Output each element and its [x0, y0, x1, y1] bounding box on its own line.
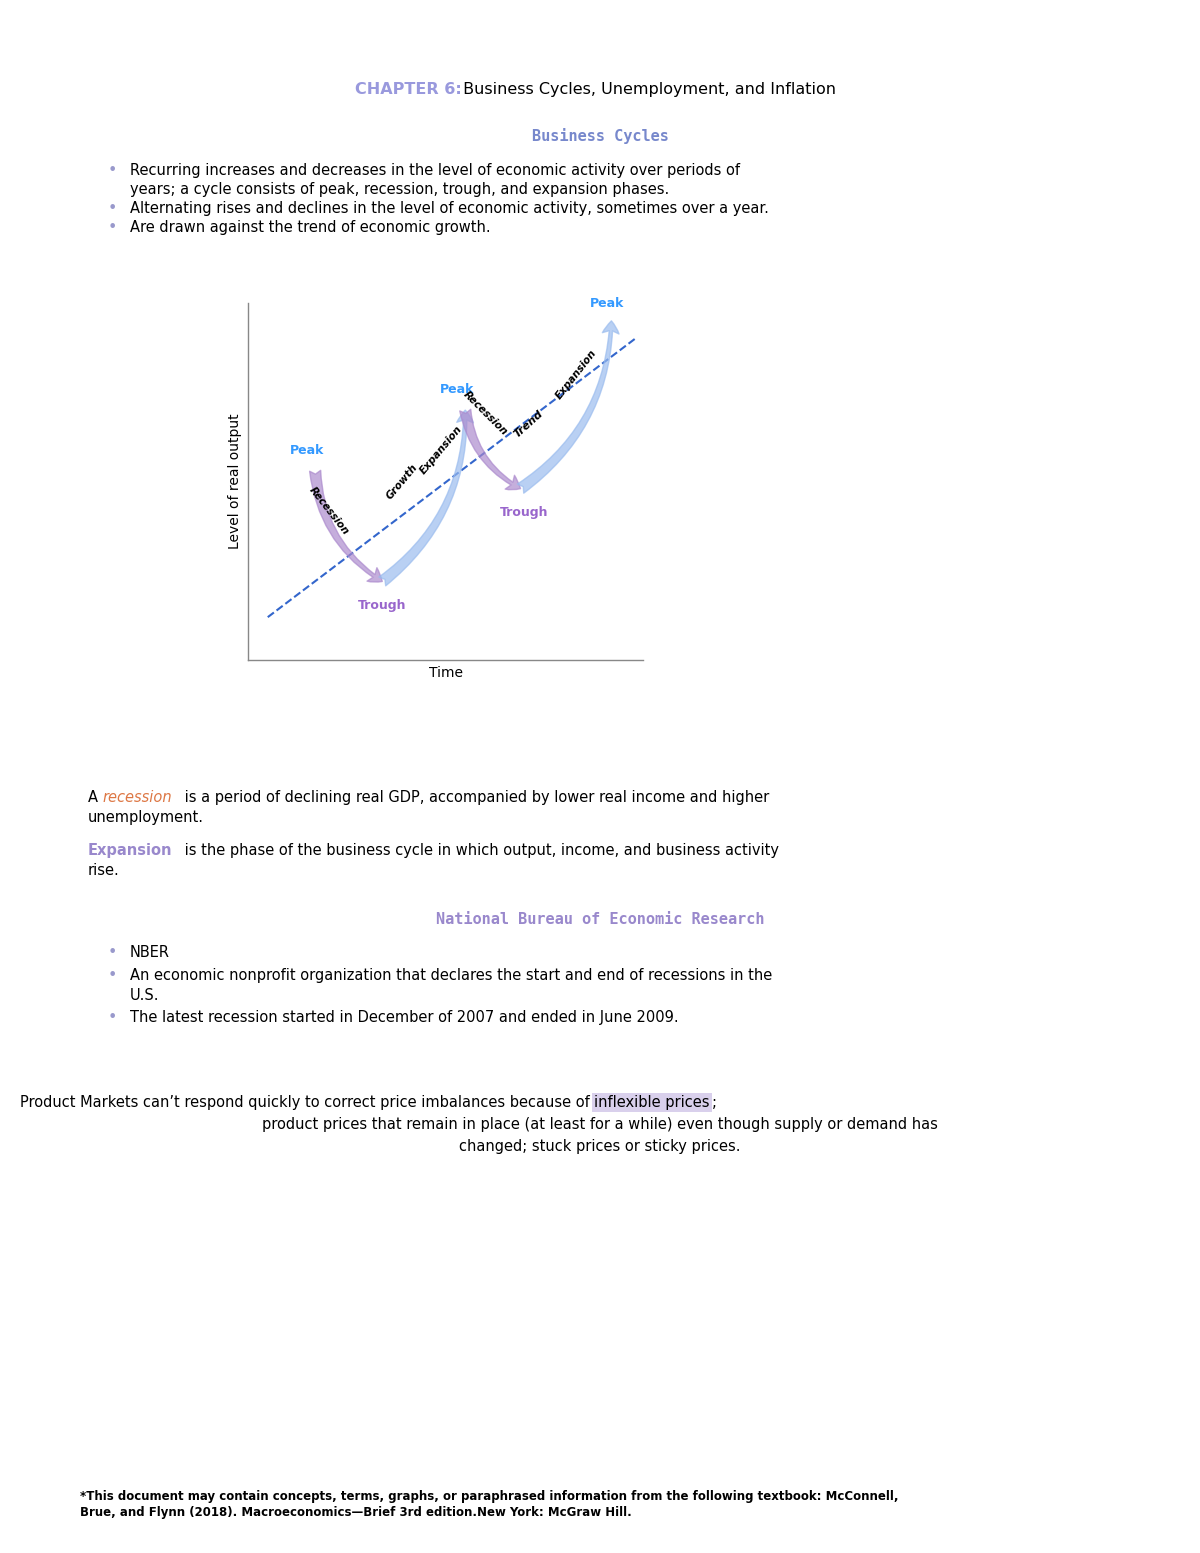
Text: The latest recession started in December of 2007 and ended in June 2009.: The latest recession started in December…	[130, 1009, 679, 1025]
Text: Recession: Recession	[461, 390, 509, 436]
Text: rise.: rise.	[88, 863, 120, 877]
Text: Expansion: Expansion	[419, 424, 464, 477]
Text: U.S.: U.S.	[130, 988, 160, 1003]
Text: Trough: Trough	[358, 599, 407, 612]
Text: A: A	[88, 790, 103, 804]
Text: Growth: Growth	[384, 463, 420, 502]
Text: is the phase of the business cycle in which output, income, and business activit: is the phase of the business cycle in wh…	[180, 843, 779, 857]
Text: CHAPTER 6:: CHAPTER 6:	[355, 82, 462, 96]
Text: Trend: Trend	[512, 408, 545, 439]
Text: years; a cycle consists of peak, recession, trough, and expansion phases.: years; a cycle consists of peak, recessi…	[130, 182, 670, 197]
Text: Peak: Peak	[590, 297, 625, 311]
Text: Business Cycles: Business Cycles	[532, 127, 668, 144]
Text: Are drawn against the trend of economic growth.: Are drawn against the trend of economic …	[130, 221, 491, 235]
Text: is a period of declining real GDP, accompanied by lower real income and higher: is a period of declining real GDP, accom…	[180, 790, 769, 804]
Text: •: •	[108, 200, 118, 216]
X-axis label: Time: Time	[428, 666, 462, 680]
Text: Expansion: Expansion	[88, 843, 173, 857]
Text: Brue, and Flynn (2018). Macroeconomics—Brief 3rd edition.New York: McGraw Hill.: Brue, and Flynn (2018). Macroeconomics—B…	[80, 1506, 631, 1519]
Text: inflexible prices: inflexible prices	[594, 1095, 709, 1110]
Text: Recurring increases and decreases in the level of economic activity over periods: Recurring increases and decreases in the…	[130, 163, 740, 179]
Text: •: •	[108, 1009, 118, 1025]
Text: unemployment.: unemployment.	[88, 811, 204, 825]
Text: *This document may contain concepts, terms, graphs, or paraphrased information f: *This document may contain concepts, ter…	[80, 1489, 899, 1503]
Y-axis label: Level of real output: Level of real output	[228, 413, 242, 550]
Text: Trough: Trough	[500, 506, 548, 520]
Text: Peak: Peak	[290, 444, 324, 457]
Text: Alternating rises and declines in the level of economic activity, sometimes over: Alternating rises and declines in the le…	[130, 200, 769, 216]
Text: •: •	[108, 163, 118, 179]
Text: recession: recession	[102, 790, 172, 804]
Text: Recession: Recession	[307, 485, 350, 537]
Text: Product Markets can’t respond quickly to correct price imbalances because of: Product Markets can’t respond quickly to…	[19, 1095, 594, 1110]
Text: NBER: NBER	[130, 944, 170, 960]
Text: ;: ;	[712, 1095, 718, 1110]
Text: Expansion: Expansion	[553, 348, 598, 401]
Text: Business Cycles, Unemployment, and Inflation: Business Cycles, Unemployment, and Infla…	[458, 82, 836, 96]
Text: National Bureau of Economic Research: National Bureau of Economic Research	[436, 912, 764, 927]
Text: An economic nonprofit organization that declares the start and end of recessions: An economic nonprofit organization that …	[130, 968, 773, 983]
Text: changed; stuck prices or sticky prices.: changed; stuck prices or sticky prices.	[460, 1138, 740, 1154]
Text: Peak: Peak	[440, 384, 474, 396]
Text: •: •	[108, 944, 118, 960]
Text: product prices that remain in place (at least for a while) even though supply or: product prices that remain in place (at …	[262, 1117, 938, 1132]
Text: •: •	[108, 968, 118, 983]
Text: •: •	[108, 221, 118, 235]
